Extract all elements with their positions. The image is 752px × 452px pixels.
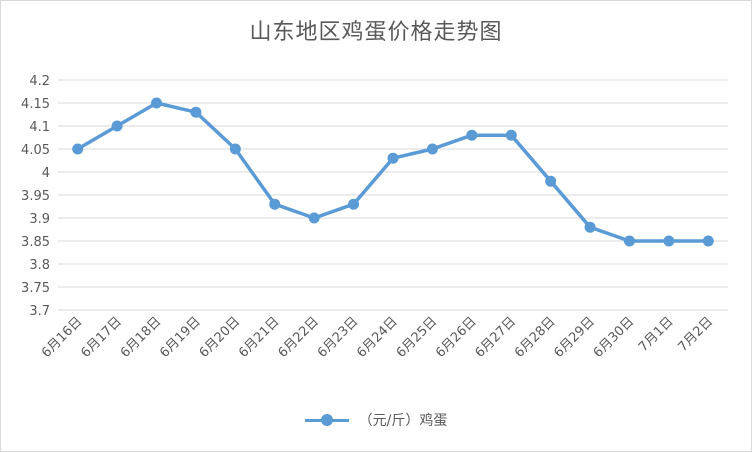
legend: （元/斤）鸡蛋 (0, 410, 752, 430)
data-point (426, 143, 438, 155)
y-tick-label: 4.2 (29, 74, 50, 89)
x-tick-label: 6月27日 (473, 314, 520, 361)
data-point (466, 129, 478, 141)
x-tick-label: 6月17日 (78, 314, 125, 361)
y-tick-label: 4.05 (21, 143, 50, 158)
data-point (387, 152, 399, 164)
y-tick-label: 4.1 (29, 120, 50, 135)
x-axis-ticks: 6月16日6月17日6月18日6月19日6月20日6月21日6月22日6月23日… (39, 314, 716, 361)
data-point (72, 143, 84, 155)
y-tick-label: 3.85 (21, 235, 50, 250)
x-tick-label: 6月16日 (39, 314, 86, 361)
data-point (308, 212, 320, 224)
x-tick-label: 7月1日 (636, 314, 677, 355)
gridlines (58, 79, 728, 311)
x-tick-label: 6月20日 (197, 314, 244, 361)
x-tick-label: 6月24日 (354, 314, 401, 361)
data-point (505, 129, 517, 141)
y-tick-label: 3.95 (21, 189, 50, 204)
y-tick-label: 3.7 (29, 304, 50, 319)
x-tick-label: 6月22日 (275, 314, 322, 361)
series-layer (72, 97, 714, 247)
data-point (663, 235, 675, 247)
chart-title: 山东地区鸡蛋价格走势图 (249, 20, 503, 45)
legend-label: （元/斤）鸡蛋 (358, 413, 448, 429)
x-tick-label: 6月30日 (591, 314, 638, 361)
data-point (623, 235, 635, 247)
y-tick-label: 4.15 (21, 97, 50, 112)
data-point (348, 198, 360, 210)
x-tick-label: 6月23日 (315, 314, 362, 361)
legend-marker-icon (304, 414, 349, 426)
data-point (229, 143, 241, 155)
y-tick-label: 3.75 (21, 281, 50, 296)
x-tick-label: 6月25日 (394, 314, 441, 361)
y-tick-label: 3.9 (29, 212, 50, 227)
data-point (545, 175, 557, 187)
data-point (702, 235, 714, 247)
y-axis-ticks: 3.7 3.75 3.8 3.85 3.9 3.95 4 4.05 4.1 4.15 4.2 (21, 74, 50, 319)
x-tick-label: 6月26日 (433, 314, 480, 361)
y-tick-label: 4 (42, 166, 50, 181)
x-tick-label: 6月19日 (157, 314, 204, 361)
x-tick-label: 6月29日 (551, 314, 598, 361)
x-tick-label: 6月18日 (118, 314, 165, 361)
y-tick-label: 3.8 (29, 258, 50, 273)
x-tick-label: 7月2日 (675, 314, 716, 355)
x-tick-label: 6月28日 (512, 314, 559, 361)
data-point (190, 106, 202, 118)
data-point (151, 97, 163, 109)
x-tick-label: 6月21日 (236, 314, 283, 361)
data-point (269, 198, 281, 210)
data-point (111, 120, 123, 132)
data-point (584, 221, 596, 233)
